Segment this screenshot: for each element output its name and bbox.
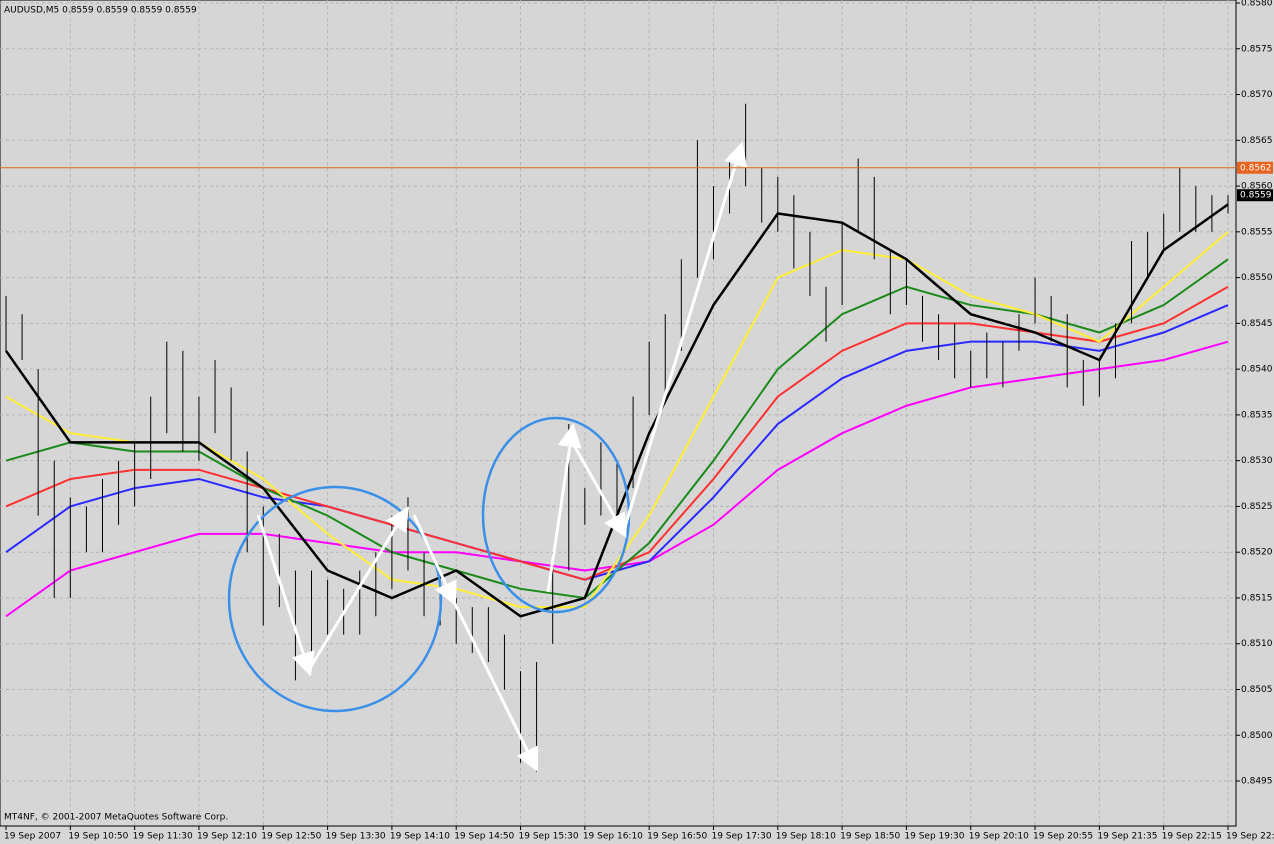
y-tick-label: 0.8580 bbox=[1241, 0, 1273, 9]
x-tick-label: 19 Sep 14:50 bbox=[454, 832, 514, 842]
y-tick-label: 0.8530 bbox=[1241, 456, 1273, 466]
chart-title: AUDUSD,M5 0.8559 0.8559 0.8559 0.8559 bbox=[4, 6, 197, 16]
x-tick-label: 19 Sep 16:50 bbox=[647, 832, 707, 842]
y-tick-label: 0.8510 bbox=[1241, 639, 1273, 649]
arrow bbox=[256, 514, 315, 677]
y-tick-label: 0.8520 bbox=[1241, 548, 1273, 558]
axes: 0.8580 0.8575 0.8570 0.8565 0.8560 0.8555 0.85… bbox=[4, 0, 1274, 842]
x-tick-label: 19 Sep 12:10 bbox=[197, 832, 257, 842]
y-tick-label: 0.8535 bbox=[1241, 410, 1273, 420]
y-tick-label: 0.8545 bbox=[1241, 319, 1273, 329]
arrow bbox=[450, 597, 539, 773]
y-tick-label: 0.8505 bbox=[1241, 685, 1273, 695]
x-tick-label: 19 Sep 21:35 bbox=[1097, 832, 1157, 842]
y-tick-label: 0.8555 bbox=[1241, 227, 1273, 237]
x-tick-label: 19 Sep 22:15 bbox=[1162, 832, 1222, 842]
arrow bbox=[622, 141, 748, 531]
y-tick-label: 0.8515 bbox=[1241, 593, 1273, 603]
x-tick-label: 19 Sep 15:30 bbox=[519, 832, 579, 842]
arrow bbox=[546, 423, 582, 593]
x-tick-label: 19 Sep 20:10 bbox=[969, 832, 1029, 842]
y-tick-label: 0.8560 bbox=[1241, 182, 1273, 192]
arrow bbox=[573, 446, 627, 538]
y-tick-label: 0.8565 bbox=[1241, 136, 1273, 146]
plot-area bbox=[0, 0, 1237, 827]
x-tick-label: 19 Sep 17:30 bbox=[711, 832, 771, 842]
x-tick-label: 19 Sep 10:50 bbox=[68, 832, 128, 842]
x-tick-label: 19 Sep 2007 bbox=[4, 832, 61, 842]
y-tick-label: 0.8575 bbox=[1241, 44, 1273, 54]
current-price-box bbox=[1237, 189, 1273, 202]
footer: MT4NF, © 2001-2007 MetaQuotes Software C… bbox=[4, 813, 228, 823]
x-tick-label: 19 Sep 19:30 bbox=[904, 832, 964, 842]
x-tick-label: 19 Sep 11:30 bbox=[133, 832, 193, 842]
current-price: 0.8559 bbox=[1240, 191, 1272, 201]
y-tick-label: 0.8495 bbox=[1241, 777, 1273, 787]
arrow bbox=[412, 514, 457, 607]
x-tick-label: 19 Sep 12:50 bbox=[261, 832, 321, 842]
x-tick-label: 19 Sep 14:10 bbox=[390, 832, 450, 842]
x-tick-label: 19 Sep 22:55 bbox=[1226, 832, 1274, 842]
y-tick-label: 0.8500 bbox=[1241, 731, 1273, 741]
level-label: 0.8562 bbox=[1240, 163, 1272, 173]
x-tick-label: 19 Sep 13:30 bbox=[326, 832, 386, 842]
y-tick-label: 0.8525 bbox=[1241, 502, 1273, 512]
y-tick-label: 0.8570 bbox=[1241, 90, 1273, 100]
y-tick-label: 0.8540 bbox=[1241, 365, 1273, 375]
price-bars bbox=[5, 103, 1229, 772]
arrow bbox=[308, 506, 409, 669]
level-label-box bbox=[1237, 161, 1273, 174]
x-tick-label: 19 Sep 18:10 bbox=[776, 832, 836, 842]
annotations bbox=[227, 141, 748, 773]
x-tick-label: 19 Sep 16:10 bbox=[583, 832, 643, 842]
grid bbox=[0, 0, 1236, 826]
y-tick-label: 0.8550 bbox=[1241, 273, 1273, 283]
x-tick-label: 19 Sep 20:55 bbox=[1033, 832, 1093, 842]
x-tick-label: 19 Sep 18:50 bbox=[840, 832, 900, 842]
